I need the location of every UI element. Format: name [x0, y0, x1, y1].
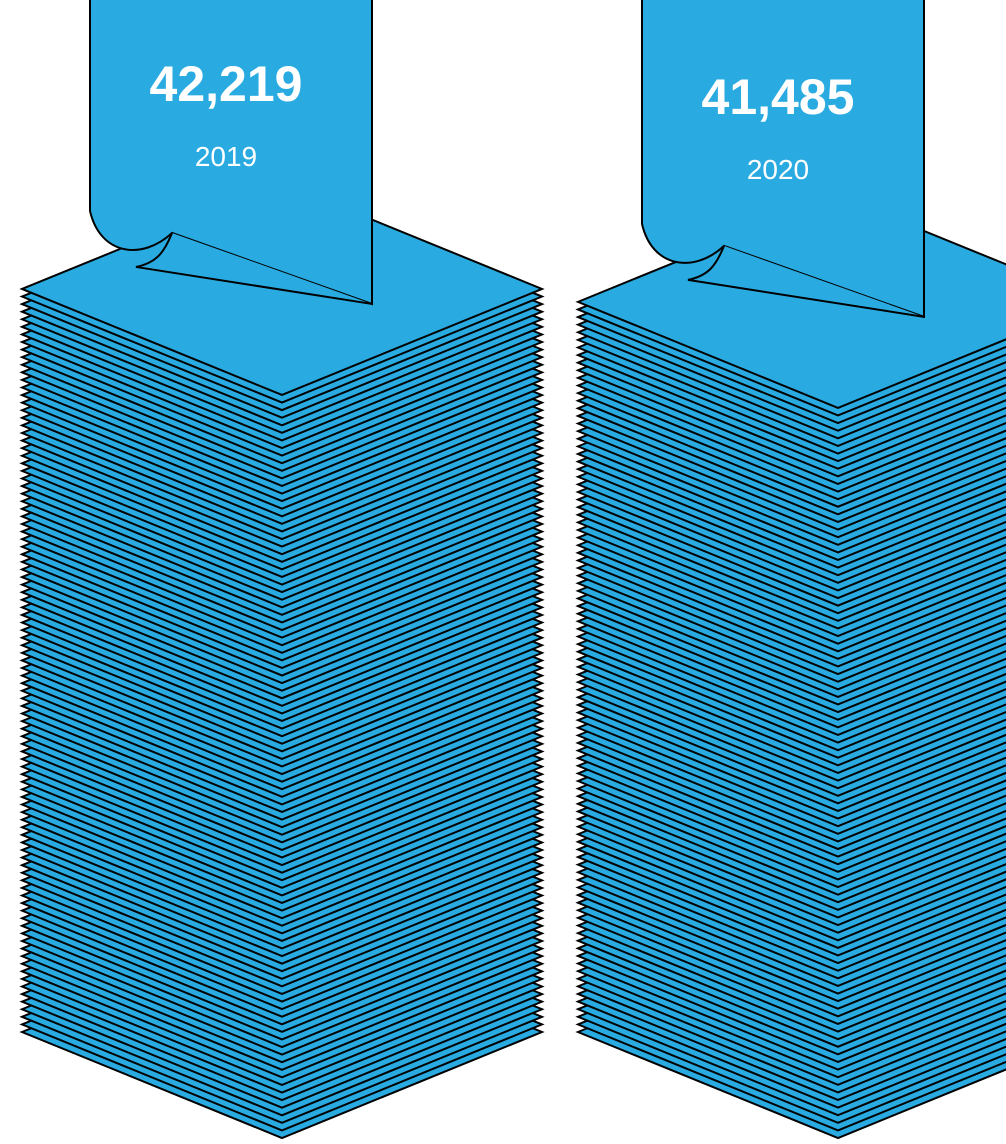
paper-stack-2020	[575, 194, 1006, 1140]
sheet-curl-2020	[687, 245, 925, 318]
sheet-2019: 42,219 2019	[89, 0, 373, 306]
paper-stack-2019	[19, 181, 545, 1140]
sheet-curl-2019	[135, 232, 373, 305]
sheet-2020: 41,485 2020	[641, 0, 925, 319]
category-label-2019: 2019	[195, 141, 257, 172]
category-label-2020: 2020	[747, 154, 809, 185]
value-label-2020: 41,485	[702, 69, 855, 125]
value-label-2019: 42,219	[150, 56, 303, 112]
